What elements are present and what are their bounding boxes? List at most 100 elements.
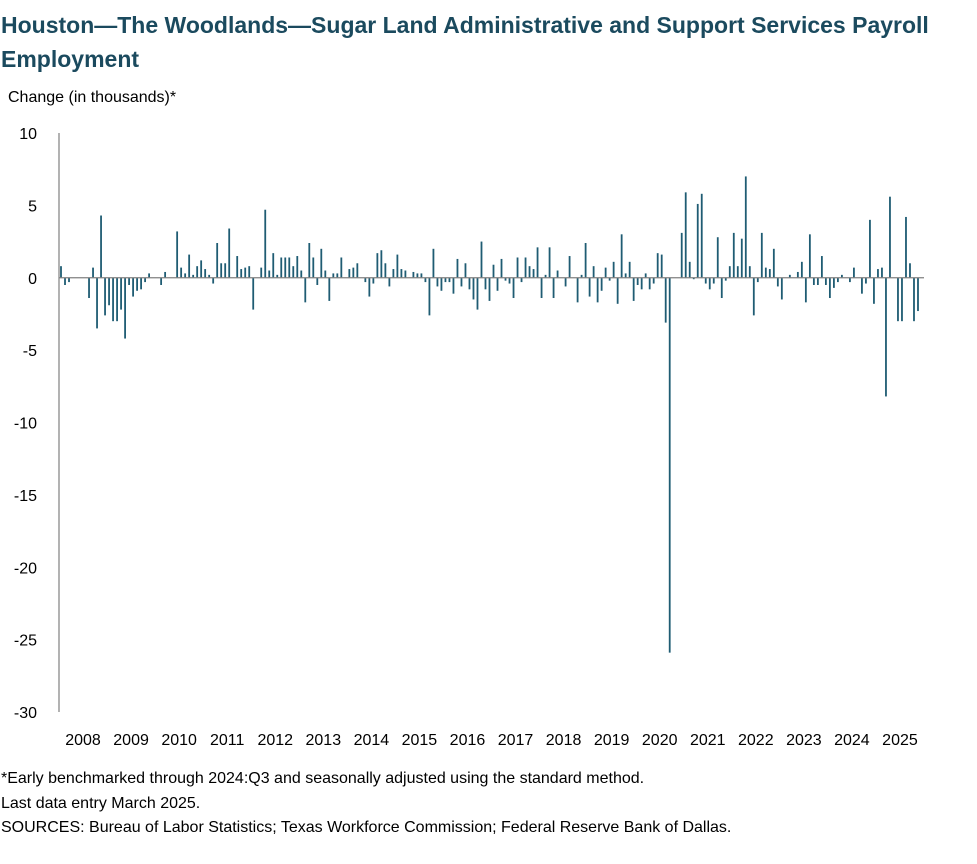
- bar: [64, 277, 66, 285]
- bar: [732, 232, 735, 278]
- bar: [748, 266, 751, 278]
- bar: [324, 270, 327, 278]
- bar: [820, 256, 823, 278]
- bar: [540, 277, 543, 299]
- bar: [204, 269, 207, 278]
- bar: [917, 277, 919, 312]
- bar: [877, 269, 879, 278]
- bar: [800, 261, 803, 278]
- bar: [200, 260, 203, 278]
- bar: [652, 277, 655, 284]
- bar: [776, 277, 779, 287]
- bar: [756, 277, 759, 283]
- bar: [552, 277, 555, 299]
- bar: [833, 277, 835, 288]
- bar: [60, 266, 62, 278]
- bar: [108, 277, 110, 306]
- bar: [592, 266, 595, 278]
- bar: [796, 271, 799, 278]
- bar: [264, 209, 267, 278]
- x-tick-label: 2017: [498, 732, 534, 749]
- bar: [728, 266, 731, 278]
- x-tick-label: 2022: [738, 732, 774, 749]
- bar: [804, 277, 807, 303]
- bar: [640, 277, 643, 290]
- x-tick-label: 2012: [257, 732, 293, 749]
- bar: [881, 267, 883, 278]
- bar: [116, 277, 118, 322]
- bar: [632, 277, 635, 301]
- bar: [556, 270, 559, 278]
- bar: [853, 267, 855, 278]
- bar: [696, 203, 699, 278]
- y-tick-label: 5: [28, 198, 37, 215]
- footnotes: *Early benchmarked through 2024:Q3 and s…: [1, 767, 731, 841]
- bar: [128, 277, 130, 285]
- bar: [620, 234, 623, 278]
- x-tick-label: 2013: [306, 732, 342, 749]
- bar: [897, 277, 899, 322]
- x-axis-ticks: 2008 2009 2010 2011 2012 2013 2014 2015 2016 2017…: [65, 732, 918, 749]
- bar: [492, 264, 495, 278]
- bar: [865, 277, 867, 284]
- footnote-sources: SOURCES: Bureau of Labor Statistics; Tex…: [1, 819, 732, 836]
- bar: [512, 277, 515, 299]
- bar: [68, 277, 70, 283]
- footnote-last-entry: Last data entry March 2025.: [1, 794, 201, 812]
- bar: [720, 277, 723, 299]
- bar: [412, 271, 415, 278]
- bar: [544, 274, 547, 278]
- bar: [184, 273, 187, 278]
- bar: [508, 277, 511, 284]
- bar: [680, 232, 683, 278]
- bar: [112, 277, 114, 322]
- bar: [600, 277, 603, 291]
- bar: [96, 277, 98, 329]
- bar: [500, 258, 503, 278]
- y-tick-label: 10: [19, 126, 37, 143]
- bar: [760, 232, 763, 278]
- bar: [664, 277, 667, 323]
- bar: [272, 253, 275, 278]
- bar: [700, 193, 703, 278]
- bar: [604, 267, 607, 278]
- bar: [476, 277, 479, 310]
- bar: [580, 274, 583, 278]
- bar: [216, 243, 219, 278]
- y-tick-label: -20: [14, 560, 37, 577]
- bar: [764, 267, 767, 278]
- bar: [824, 277, 827, 285]
- bar: [873, 277, 875, 304]
- bar: [288, 257, 291, 278]
- bar: [228, 228, 231, 278]
- bar: [752, 277, 755, 316]
- y-axis-label: Change (in thousands)*: [8, 89, 177, 106]
- bar: [861, 277, 863, 294]
- bar: [444, 277, 447, 283]
- bar: [88, 277, 90, 299]
- x-tick-label: 2021: [690, 732, 726, 749]
- chart-axes: [58, 133, 924, 712]
- bar: [236, 256, 239, 278]
- bar: [380, 250, 383, 278]
- bar: [596, 277, 599, 303]
- bar: [628, 261, 631, 278]
- bar: [480, 241, 483, 278]
- x-tick-label: 2024: [834, 732, 870, 749]
- x-tick-label: 2010: [161, 732, 197, 749]
- bar: [188, 254, 191, 278]
- bar: [656, 253, 659, 278]
- bar: [308, 243, 311, 278]
- bar: [712, 277, 715, 284]
- bar: [576, 277, 579, 303]
- bar: [456, 258, 459, 278]
- bar: [316, 277, 319, 285]
- bar: [808, 234, 811, 278]
- bar: [268, 270, 271, 278]
- y-tick-label: -10: [14, 416, 37, 433]
- x-tick-label: 2009: [113, 732, 149, 749]
- bar: [536, 247, 539, 278]
- bar: [120, 277, 122, 310]
- bar: [780, 277, 783, 300]
